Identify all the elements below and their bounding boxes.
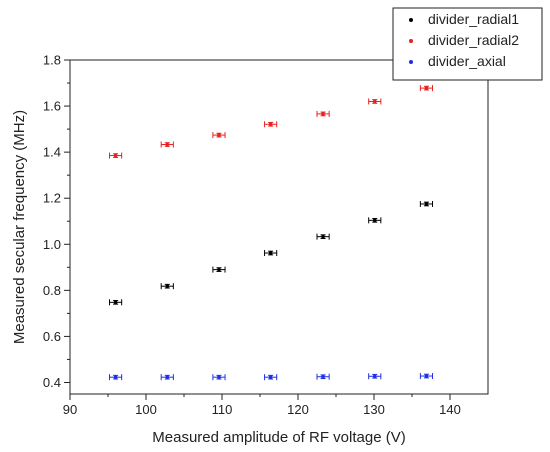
- x-tick-label: 140: [439, 402, 461, 417]
- data-point: [165, 375, 170, 379]
- data-point: [268, 122, 273, 127]
- data-point: [165, 142, 170, 147]
- y-tick-label: 0.4: [43, 375, 61, 390]
- data-point-group: [316, 110, 330, 117]
- data-point-group: [316, 373, 330, 380]
- legend: divider_radial1 divider_radial2 divider_ax…: [392, 7, 543, 81]
- plot-frame: [69, 59, 489, 395]
- data-point: [424, 86, 429, 90]
- data-point: [268, 375, 273, 379]
- x-tick-label: 90: [63, 402, 77, 417]
- data-point-group: [212, 374, 226, 381]
- data-point-group: [368, 217, 382, 224]
- data-point-group: [264, 121, 278, 128]
- data-point: [372, 99, 377, 104]
- legend-label: divider_radial1: [428, 11, 519, 27]
- data-point: [268, 251, 273, 255]
- data-point-group: [264, 374, 278, 381]
- x-axis: 90 100 110 120 130 140: [63, 394, 461, 417]
- x-tick-label: 110: [212, 402, 233, 417]
- data-point: [217, 133, 221, 137]
- y-tick-label: 1.4: [43, 145, 61, 160]
- legend-box: [392, 7, 543, 81]
- data-point: [424, 374, 429, 378]
- data-point-group: [109, 374, 123, 381]
- data-point-group: [160, 141, 174, 148]
- data-point: [165, 284, 170, 288]
- data-point-group: [212, 132, 226, 139]
- data-point-group: [368, 98, 382, 105]
- data-point-group: [419, 85, 434, 92]
- y-tick-label: 1.6: [43, 99, 61, 114]
- data-point-group: [109, 299, 123, 306]
- data-point-group: [160, 283, 174, 290]
- legend-marker: [409, 18, 413, 22]
- data-point: [424, 202, 429, 206]
- data-point-group: [316, 233, 330, 240]
- data-point: [372, 218, 377, 223]
- x-tick-label: 120: [287, 402, 309, 417]
- data-point: [321, 234, 325, 239]
- y-tick-label: 0.8: [43, 283, 61, 298]
- legend-marker: [409, 60, 413, 64]
- legend-marker: [409, 39, 413, 43]
- y-axis: 0.4 0.6 0.8 1.0 1.2 1.4 1.6 1.8: [43, 53, 70, 390]
- data-point: [217, 267, 221, 272]
- data-point: [372, 374, 377, 379]
- data-point: [217, 375, 221, 379]
- y-tick-label: 0.6: [43, 329, 61, 344]
- data-point-group: [160, 374, 174, 381]
- x-tick-label: 130: [363, 402, 385, 417]
- data-point-group: [368, 373, 382, 380]
- data-point: [113, 153, 118, 158]
- data-points: [109, 85, 434, 381]
- data-point-group: [264, 250, 278, 257]
- data-point: [321, 112, 325, 116]
- data-point: [113, 300, 118, 305]
- data-point: [321, 374, 325, 379]
- y-tick-label: 1.0: [43, 237, 61, 252]
- x-axis-title: Measured amplitude of RF voltage (V): [152, 429, 405, 446]
- data-point-group: [212, 266, 226, 273]
- legend-label: divider_radial2: [428, 32, 519, 48]
- data-point-group: [419, 373, 434, 380]
- y-tick-label: 1.2: [43, 191, 61, 206]
- y-axis-title: Measured secular frequency (MHz): [11, 110, 28, 344]
- x-tick-label: 100: [135, 402, 157, 417]
- data-point-group: [419, 200, 434, 207]
- y-tick-label: 1.8: [43, 53, 61, 68]
- data-point-group: [109, 152, 123, 159]
- data-point: [113, 375, 118, 379]
- legend-label: divider_axial: [428, 53, 506, 69]
